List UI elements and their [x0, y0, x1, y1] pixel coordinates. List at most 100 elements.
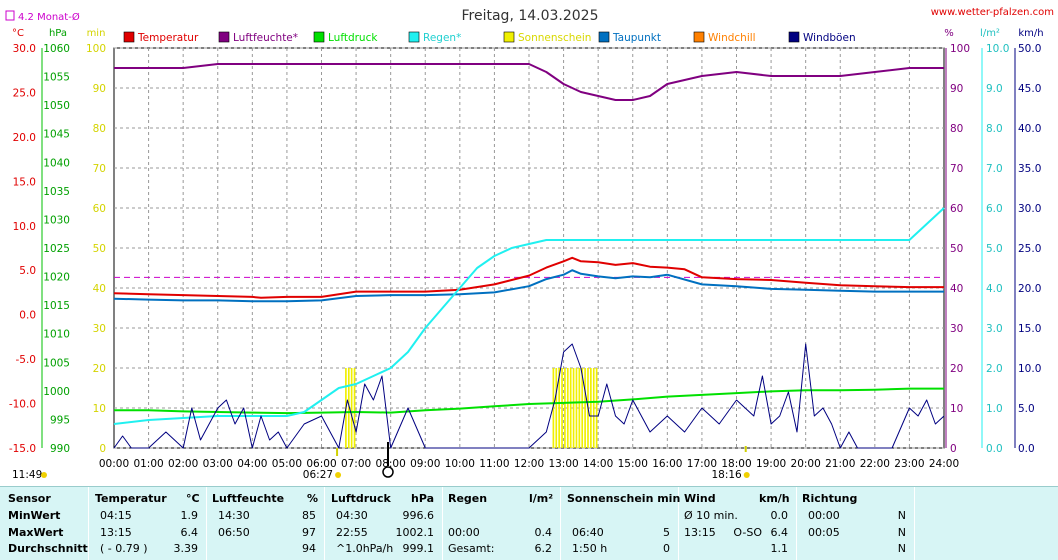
sunshine-bar: [555, 368, 558, 448]
sunshine-bar: [592, 368, 595, 448]
tick-label-time: 03:00: [203, 458, 233, 470]
tick-label-pressure: 990: [50, 443, 70, 455]
tick-label-rain: 4.0: [986, 283, 1003, 295]
table-cell-sun_val: 0: [663, 542, 670, 555]
header-sunshine: Sonnenschein min: [567, 492, 681, 505]
tick-label-time: 00:00: [99, 458, 129, 470]
tick-label-humidity: 70: [950, 163, 963, 175]
tick-label-pressure: 1040: [43, 157, 70, 169]
table-cell-hum_time: 14:30: [218, 509, 250, 522]
tick-label-humidity: 90: [950, 83, 963, 95]
sunset-time-label: 18:16: [711, 469, 742, 481]
rain-unit-label: l/m²: [980, 28, 1000, 39]
temp-unit-label: °C: [12, 28, 24, 39]
source-link[interactable]: www.wetter-pfalzen.com: [931, 7, 1054, 18]
header-rain-unit: l/m²: [529, 492, 554, 505]
tick-label-minutes: 60: [93, 203, 106, 215]
table-cell-hum_val: 97: [302, 525, 316, 539]
tick-label-minutes: 80: [93, 123, 106, 135]
tick-label-minutes: 40: [93, 283, 106, 295]
tick-label-time: 04:00: [237, 458, 267, 470]
tick-label-pressure: 1045: [43, 129, 70, 141]
tick-label-temperature: 15.0: [13, 176, 36, 188]
tick-label-rain: 9.0: [986, 83, 1003, 95]
table-cell-press_val: 996.6: [402, 509, 435, 522]
table-cell-dir_val: N: [897, 542, 906, 555]
table-cell-wind_val: 0.0: [770, 509, 789, 522]
table-cell-wind_dir: O-SO: [733, 525, 762, 539]
table-cell-temp_time: ( - 0.79 ): [100, 542, 148, 555]
sunshine-bar: [353, 368, 356, 448]
series-line-luftdruck: [114, 387, 944, 415]
sunset-icon: [743, 472, 750, 478]
sunrise-time-label: 06:27: [303, 469, 333, 481]
table-cell-rain_val: 6.2: [534, 542, 553, 555]
tick-label-time: 15:00: [618, 458, 648, 470]
tick-label-wind: 25.0: [1018, 243, 1041, 255]
header-rain: Regen: [448, 492, 488, 505]
legend-label: Luftdruck: [328, 32, 378, 44]
legend: Temperatur Luftfeuchte* Luftdruck Regen* Son…: [123, 31, 856, 44]
tick-label-wind: 35.0: [1018, 163, 1041, 175]
legend-label: Temperatur: [137, 32, 199, 44]
tick-label-time: 20:00: [791, 458, 821, 470]
table-cell-label: MaxWert: [8, 525, 64, 539]
header-wind: Wind: [684, 492, 716, 505]
tick-label-humidity: 40: [950, 283, 963, 295]
sunshine-bar: [552, 368, 555, 448]
tick-label-temperature: -5.0: [16, 354, 37, 366]
legend-label: Windchill: [708, 32, 756, 44]
tick-label-pressure: 1055: [43, 72, 70, 84]
tick-label-humidity: 20: [950, 363, 963, 375]
tick-label-humidity: 60: [950, 203, 963, 215]
weather-chart: Freitag, 14.03.2025 www.wetter-pfalzen.c…: [5, 7, 1054, 481]
minutes-unit-label: min: [87, 28, 106, 39]
sunshine-bar: [564, 368, 566, 448]
tick-label-minutes: 0: [99, 443, 106, 455]
table-cell-dir_time: 00:00: [808, 509, 840, 522]
table-cell-temp_val: 1.9: [180, 509, 199, 522]
tick-label-rain: 7.0: [986, 163, 1003, 175]
tick-label-time: 23:00: [894, 458, 924, 470]
table-cell-rain_time: 00:00: [448, 525, 480, 539]
tick-label-pressure: 1000: [43, 386, 70, 398]
table-cell-temp_time: 04:15: [100, 509, 132, 522]
tick-label-time: 22:00: [860, 458, 890, 470]
legend-label: Sonnenschein: [518, 32, 591, 44]
sunshine-bar: [575, 368, 578, 448]
table-cell-press_time: ^1.0hPa/h: [336, 542, 394, 555]
legend-label: Luftfeuchte*: [233, 32, 298, 44]
sunshine-bar: [558, 368, 561, 448]
sunshine-bar: [578, 368, 581, 448]
table-cell-dir_val: N: [897, 525, 906, 539]
tick-label-humidity: 0: [950, 443, 957, 455]
tick-label-humidity: 80: [950, 123, 963, 135]
table-cell-dir_val: N: [897, 509, 906, 522]
tick-label-time: 12:00: [514, 458, 544, 470]
tick-label-wind: 30.0: [1018, 203, 1041, 215]
tick-label-time: 06:00: [306, 458, 336, 470]
legend-swatch: [693, 31, 705, 43]
axes: 30.0 25.0 20.0 15.0 10.0 5.0 0.0 -5.0 -10.0 -15.0…: [9, 43, 1042, 470]
table-cell-wind_val: 1.1: [770, 542, 789, 555]
axis-unit-labels: °C hPa min % l/m² km/h: [12, 28, 1044, 39]
tick-label-rain: 6.0: [986, 203, 1003, 215]
table-cell-wind_time: 13:15: [684, 525, 716, 539]
tick-label-minutes: 50: [93, 243, 106, 255]
tick-label-pressure: 1030: [43, 214, 70, 226]
tick-label-pressure: 995: [50, 414, 70, 426]
tick-label-temperature: 20.0: [13, 132, 36, 144]
table-cell-rain_val: 0.4: [534, 525, 553, 539]
tick-label-rain: 1.0: [986, 403, 1003, 415]
table-cell-press_time: 22:55: [336, 525, 368, 539]
tick-label-wind: 45.0: [1018, 83, 1041, 95]
table-cell-temp_time: 13:15: [100, 525, 132, 539]
table-cell-sun_time: 06:40: [572, 525, 604, 539]
table-cell-sun_time: 1:50 h: [572, 542, 608, 555]
tick-label-humidity: 10: [950, 403, 963, 415]
table-cell-press_time: 04:30: [336, 509, 368, 522]
series-line-regen: [113, 207, 945, 425]
legend-swatch: [123, 31, 135, 43]
current-time-icon: [41, 472, 47, 478]
moon-icon: [382, 466, 394, 478]
